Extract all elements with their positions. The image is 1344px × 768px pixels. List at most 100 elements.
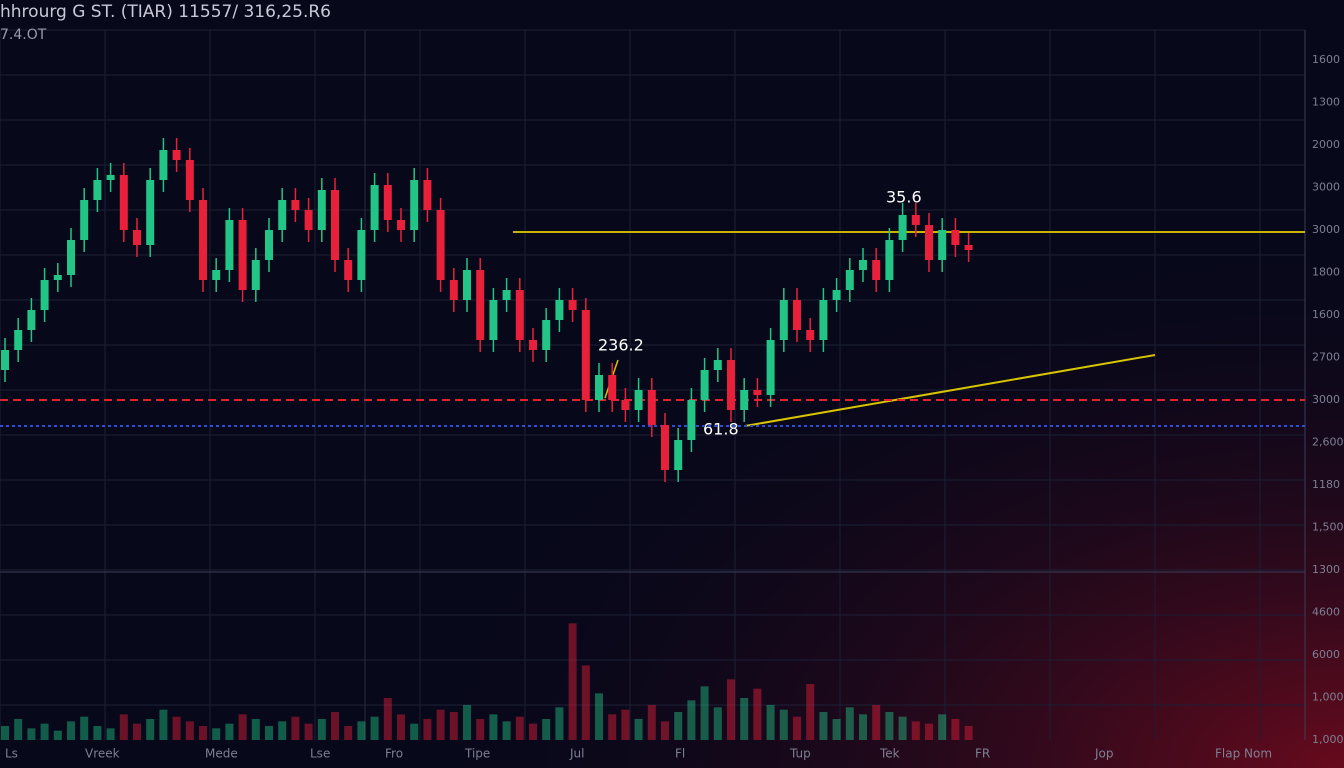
candle-body: [106, 175, 115, 180]
volume-bar: [40, 723, 49, 740]
annotation: 61.8: [703, 420, 739, 439]
candle-body: [964, 245, 973, 250]
price-axis-label: 2700: [1312, 351, 1340, 364]
candle-body: [344, 260, 353, 280]
volume-bar: [859, 714, 867, 740]
volume-bar: [436, 709, 445, 740]
candle-body: [278, 200, 287, 230]
candle-body: [753, 390, 762, 395]
x-axis-label: Jul: [569, 747, 584, 761]
volume-bar: [872, 705, 881, 740]
candle-body: [185, 160, 194, 200]
candle-body: [581, 310, 590, 400]
candle-body: [951, 230, 960, 245]
candle-body: [397, 220, 405, 230]
candle-body: [67, 240, 75, 275]
candle-body: [251, 260, 260, 290]
candle-body: [845, 270, 854, 290]
volume-bar: [159, 709, 168, 740]
candle-body: [595, 375, 603, 400]
volume-bar: [14, 719, 23, 740]
x-axis-label: Ls: [5, 747, 18, 761]
volume-bar: [674, 712, 683, 740]
volume-bar: [529, 723, 537, 740]
volume-bar: [845, 707, 854, 740]
volume-bar: [898, 716, 907, 740]
candle-body: [647, 390, 656, 425]
candle-body: [502, 290, 511, 300]
volume-bar: [1, 726, 9, 740]
candle-body: [159, 150, 168, 180]
price-axis-label: 1,000: [1312, 691, 1344, 704]
volume-bar: [489, 714, 498, 740]
price-axis-label: 2,600: [1312, 436, 1344, 449]
candle-body: [291, 200, 300, 210]
candle-body: [727, 360, 735, 410]
candle-body: [806, 330, 815, 340]
volume-bar: [740, 698, 749, 740]
volume-bar: [911, 721, 920, 740]
candle-body: [423, 180, 432, 210]
volume-bar: [397, 714, 405, 740]
trend-line: [744, 354, 1156, 427]
x-axis-label: FR: [975, 747, 990, 761]
candle-body: [634, 390, 643, 410]
candle-body: [93, 180, 102, 200]
volume-bar: [251, 719, 260, 740]
x-axis-label: Jop: [1094, 747, 1114, 761]
volume-bar: [581, 665, 590, 740]
volume-bar: [476, 719, 485, 740]
volume-bar: [80, 716, 89, 740]
volume-bar: [647, 705, 656, 740]
price-axis-label: 1300: [1312, 563, 1340, 576]
candle-body: [621, 400, 630, 410]
x-axis-label: Tek: [879, 747, 900, 761]
candle-body: [793, 300, 801, 330]
candle-body: [463, 270, 471, 300]
x-axis-label: Tup: [789, 747, 811, 761]
volume-bar: [344, 726, 353, 740]
candle-body: [370, 185, 379, 230]
volume-bar: [502, 721, 511, 740]
volume-bar: [687, 700, 696, 740]
candle-body: [304, 210, 313, 230]
volume-bar: [727, 679, 735, 740]
candle-body: [40, 280, 49, 310]
price-axis-label: 1,500: [1312, 521, 1344, 534]
candle-body: [661, 425, 669, 470]
candle-body: [265, 230, 273, 260]
volume-bar: [819, 712, 828, 740]
volume-bar: [608, 714, 617, 740]
volume-bar: [238, 714, 247, 740]
candle-body: [713, 360, 722, 370]
volume-bar: [93, 726, 102, 740]
volume-bar: [925, 723, 933, 740]
candle-body: [859, 260, 867, 270]
chart-title: hhrourg G ST. (TIAR) 11557/ 316,25.R6: [0, 2, 331, 22]
volume-bar: [212, 728, 221, 740]
candle-body: [938, 230, 947, 260]
volume-bar: [515, 716, 524, 740]
x-axis-label: Fro: [385, 747, 403, 761]
price-axis-label: 1600: [1312, 53, 1340, 66]
candle-body: [383, 185, 392, 220]
candle-body: [172, 150, 181, 160]
candle-body: [119, 175, 128, 230]
price-axis-label: 6000: [1312, 648, 1340, 661]
volume-bar: [542, 719, 551, 740]
candle-body: [331, 190, 339, 260]
volume-bar: [713, 707, 722, 740]
volume-bar: [951, 719, 960, 740]
volume-bar: [595, 693, 603, 740]
candle-body: [489, 300, 498, 340]
x-axis-label: Lse: [310, 747, 330, 761]
volume-bar: [106, 728, 115, 740]
candle-body: [199, 200, 207, 280]
volume-bar: [331, 712, 339, 740]
volume-bar: [634, 719, 643, 740]
volume-bar: [423, 719, 432, 740]
candle-body: [542, 320, 551, 350]
x-axis-label: Flap Nom: [1215, 747, 1272, 761]
candle-body: [872, 260, 881, 280]
